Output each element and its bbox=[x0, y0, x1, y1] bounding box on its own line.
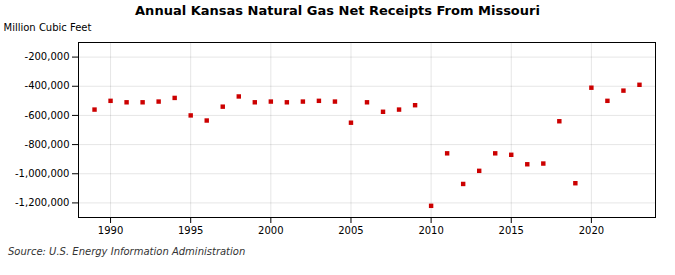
svg-text:-400,000: -400,000 bbox=[25, 80, 70, 91]
svg-text:2015: 2015 bbox=[499, 225, 524, 236]
svg-text:1990: 1990 bbox=[98, 225, 123, 236]
svg-text:2005: 2005 bbox=[338, 225, 363, 236]
html-text:Annual Kansas Natural Gas Net: Annual Kansas Natural Gas Net Receipts F… bbox=[135, 3, 540, 18]
html-text:Source: U.S. Energy Informatio: Source: U.S. Energy Information Administ… bbox=[8, 246, 246, 257]
svg-text:-800,000: -800,000 bbox=[25, 139, 70, 150]
svg-text:Million Cubic Feet: Million Cubic Feet bbox=[4, 22, 92, 33]
svg-text:-1,200,000: -1,200,000 bbox=[15, 197, 70, 208]
svg-text:2010: 2010 bbox=[418, 225, 443, 236]
svg-text:-1,000,000: -1,000,000 bbox=[15, 168, 70, 179]
svg-text:2000: 2000 bbox=[258, 225, 283, 236]
svg-text:1995: 1995 bbox=[178, 225, 203, 236]
svg-text:-600,000: -600,000 bbox=[25, 110, 70, 121]
svg-text:-200,000: -200,000 bbox=[25, 51, 70, 62]
svg-text:2020: 2020 bbox=[579, 225, 604, 236]
